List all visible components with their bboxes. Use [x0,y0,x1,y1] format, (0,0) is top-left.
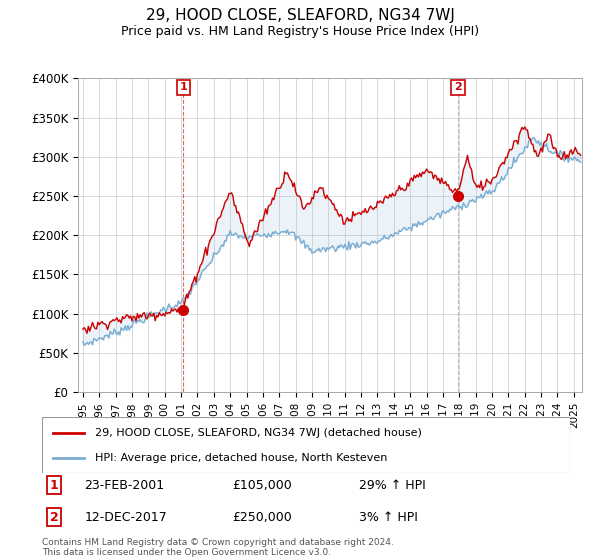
Text: 29, HOOD CLOSE, SLEAFORD, NG34 7WJ: 29, HOOD CLOSE, SLEAFORD, NG34 7WJ [146,8,454,24]
Text: 3% ↑ HPI: 3% ↑ HPI [359,511,418,524]
Text: Contains HM Land Registry data © Crown copyright and database right 2024.
This d: Contains HM Land Registry data © Crown c… [42,538,394,557]
Text: HPI: Average price, detached house, North Kesteven: HPI: Average price, detached house, Nort… [95,452,387,463]
Text: 1: 1 [50,479,59,492]
Text: 1: 1 [179,82,187,92]
Text: 29% ↑ HPI: 29% ↑ HPI [359,479,425,492]
Text: £250,000: £250,000 [232,511,292,524]
FancyBboxPatch shape [42,417,570,473]
Text: 12-DEC-2017: 12-DEC-2017 [84,511,167,524]
Text: 29, HOOD CLOSE, SLEAFORD, NG34 7WJ (detached house): 29, HOOD CLOSE, SLEAFORD, NG34 7WJ (deta… [95,428,422,438]
Text: 2: 2 [50,511,59,524]
Text: 23-FEB-2001: 23-FEB-2001 [84,479,164,492]
Text: 2: 2 [454,82,462,92]
Text: Price paid vs. HM Land Registry's House Price Index (HPI): Price paid vs. HM Land Registry's House … [121,25,479,38]
Text: £105,000: £105,000 [232,479,292,492]
